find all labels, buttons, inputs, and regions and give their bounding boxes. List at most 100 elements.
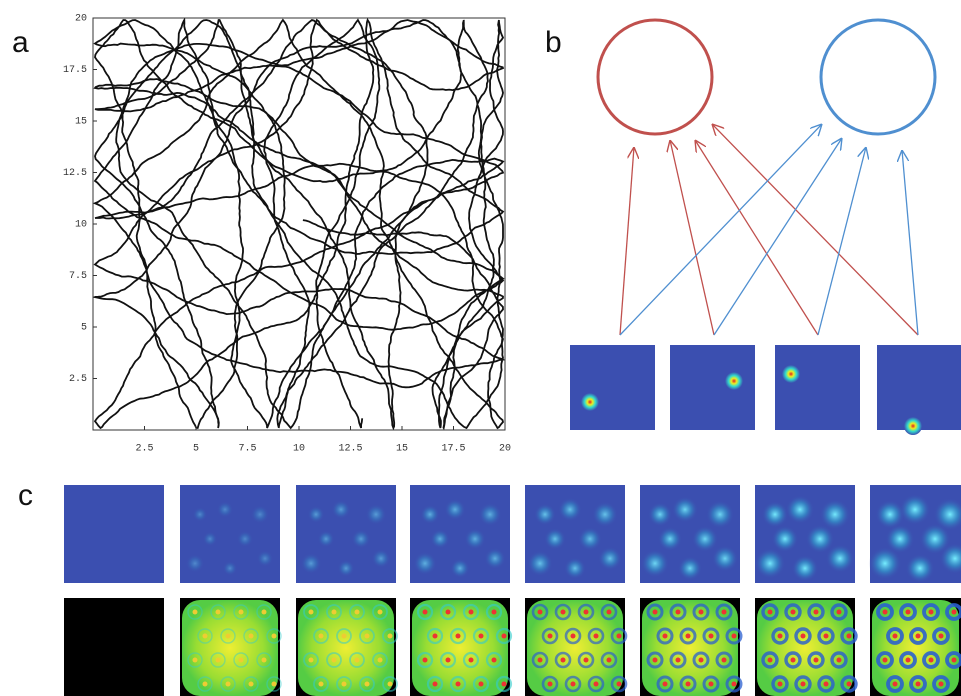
autocorr-ring — [220, 628, 236, 644]
rate-blob — [307, 506, 325, 523]
place-field — [670, 345, 755, 430]
autocorr-ring — [313, 628, 329, 644]
autocorr-peak — [560, 609, 566, 615]
rate-blob — [819, 499, 851, 530]
autocorr-peak — [308, 609, 314, 615]
rate-blob — [939, 543, 961, 574]
autocorr-peak — [560, 657, 566, 663]
autocorr-peak — [432, 681, 438, 687]
autocorr-peak — [675, 609, 681, 615]
x-tick-label: 5 — [193, 444, 199, 455]
autocorr-ring — [587, 675, 605, 693]
autocorr-ring — [372, 652, 388, 668]
blue-arrow — [817, 147, 866, 336]
rate-blob — [919, 523, 951, 555]
autocorr-peak — [261, 609, 267, 615]
rate-blob — [641, 549, 669, 578]
autocorr-peak — [478, 633, 484, 639]
autocorr-peak — [248, 681, 254, 687]
autocorr-field — [527, 600, 623, 696]
autocorr-peak — [468, 657, 474, 663]
rate-blob — [300, 553, 322, 574]
autocorr-ring — [600, 651, 618, 669]
autocorr-peak — [215, 609, 221, 615]
autocorr-ring — [610, 627, 628, 645]
trajectory-plot: 2.5 5 7.5 10 12.5 15 17.5 20 2.5 5 7.5 10 12.5 15 17.5… — [63, 14, 511, 455]
autocorr-peak — [882, 609, 888, 615]
autocorr-ring — [210, 604, 226, 620]
autocorr-ring — [359, 676, 375, 692]
autocorr-peak — [882, 657, 888, 663]
autocorr-peak — [501, 681, 507, 687]
autocorr-peak — [951, 609, 957, 615]
autocorr-peak — [308, 657, 314, 663]
autocorr-peak — [951, 657, 957, 663]
autocorr-peak — [731, 633, 737, 639]
autocorr-peak — [606, 657, 612, 663]
autocorr-ring — [771, 675, 789, 693]
rate-blob — [678, 556, 702, 581]
blue-arrow — [713, 138, 842, 336]
autocorr-ring — [197, 628, 213, 644]
rate-blob — [430, 529, 450, 549]
rate-blob — [534, 503, 556, 526]
autocorr-ring — [416, 651, 434, 669]
autocorr-ring — [439, 651, 457, 669]
autocorr-ring — [210, 652, 226, 668]
rate-blob — [478, 502, 502, 526]
autocorr-ring — [899, 651, 917, 669]
network-diagram — [570, 18, 961, 435]
autocorr-ring — [349, 604, 365, 620]
autocorr-field — [757, 600, 853, 696]
autocorr-ring — [349, 652, 365, 668]
autocorr-ring — [233, 652, 249, 668]
autocorr-peak — [387, 633, 393, 639]
rate-blob — [899, 494, 931, 525]
autocorr-peak — [271, 681, 277, 687]
rate-blob — [420, 504, 440, 524]
rate-blob — [771, 525, 799, 553]
rate-blob — [598, 546, 622, 571]
autocorr-field — [182, 600, 278, 696]
autocorr-ring — [679, 675, 697, 693]
autocorr-ring — [495, 675, 513, 693]
autocorr-ring — [554, 603, 572, 621]
autocorr-peak — [445, 609, 451, 615]
place-field — [775, 345, 860, 430]
autocorr-peak — [905, 609, 911, 615]
autocorr-peak — [354, 609, 360, 615]
autocorr-ring — [485, 603, 503, 621]
y-tick-label: 17.5 — [63, 65, 87, 76]
autocorr-peak — [238, 609, 244, 615]
rate-blob — [337, 559, 355, 577]
autocorr-ring — [692, 603, 710, 621]
rate-blob — [464, 528, 486, 550]
autocorr-ring — [646, 651, 664, 669]
autocorr-ring — [876, 651, 894, 669]
autocorr-ring — [382, 676, 398, 692]
output-neuron — [596, 18, 714, 136]
autocorr-ring — [817, 627, 835, 645]
autocorr-peak — [261, 657, 267, 663]
autocorr-ring — [840, 675, 858, 693]
autocorr-ring — [932, 675, 950, 693]
autocorr-peak — [823, 633, 829, 639]
autocorr-peak — [455, 633, 461, 639]
autocorr-ring — [243, 676, 259, 692]
rate-blob — [592, 501, 618, 528]
autocorr-peak — [721, 609, 727, 615]
autocorr-peak — [537, 657, 543, 663]
autocorr-peak — [341, 681, 347, 687]
autocorr-peak — [616, 633, 622, 639]
autocorr-peak — [800, 681, 806, 687]
trajectories — [93, 18, 505, 430]
autocorr-ring — [794, 675, 812, 693]
autocorr-ring — [679, 627, 697, 645]
autocorr-peak — [570, 633, 576, 639]
autocorr-peak — [662, 633, 668, 639]
autocorr-ring — [256, 652, 272, 668]
x-tick-label: 15 — [396, 444, 408, 455]
autocorr-ring — [794, 627, 812, 645]
autocorr-ring — [326, 604, 342, 620]
autocorr-ring — [541, 627, 559, 645]
